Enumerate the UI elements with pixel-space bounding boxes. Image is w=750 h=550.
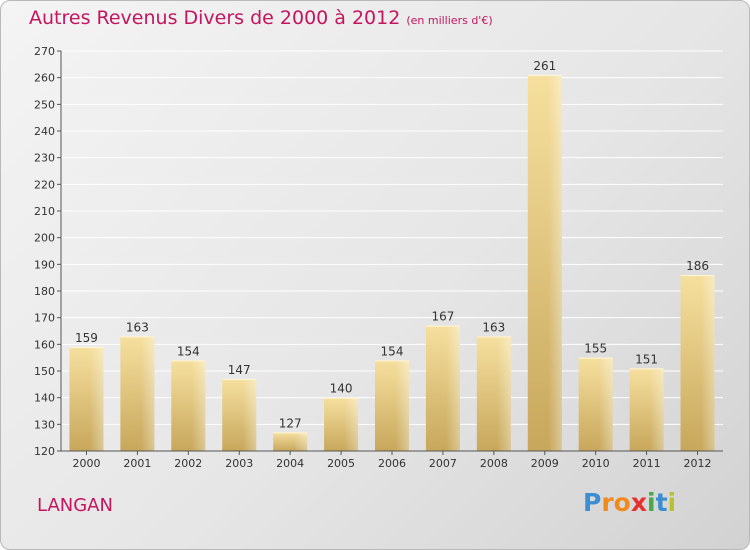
y-tick-label: 230	[34, 152, 55, 165]
bar-highlight	[273, 432, 308, 451]
bar-highlight	[324, 397, 359, 451]
y-tick-label: 130	[34, 418, 55, 431]
bar-highlight	[476, 336, 511, 451]
data-label: 127	[279, 416, 302, 430]
chart-title: Autres Revenus Divers de 2000 à 2012 (en …	[29, 7, 493, 29]
y-tick-label: 240	[34, 125, 55, 138]
bar-highlight	[629, 368, 664, 451]
data-label: 151	[635, 352, 658, 366]
y-tick-label: 220	[34, 178, 55, 191]
data-label: 155	[584, 342, 607, 356]
data-label: 140	[330, 382, 353, 396]
bar-highlight	[578, 357, 613, 451]
x-tick-label: 2005	[327, 457, 355, 470]
bar-highlight	[680, 275, 715, 451]
bar-highlight	[222, 379, 257, 451]
x-tick-label: 2001	[123, 457, 151, 470]
data-label: 261	[533, 59, 556, 73]
axis-layer: 120 130 140 150 160 170 180 190 200 210 220 230 240 2…	[34, 45, 723, 470]
data-label: 163	[126, 320, 149, 334]
y-tick-label: 210	[34, 205, 55, 218]
x-tick-label: 2002	[174, 457, 202, 470]
x-tick-label: 2000	[72, 457, 100, 470]
bar-highlight	[425, 325, 460, 451]
y-tick-label: 250	[34, 98, 55, 111]
bar-highlight	[375, 360, 409, 451]
y-tick-label: 140	[34, 392, 55, 405]
y-tick-label: 170	[34, 312, 55, 325]
y-tick-label: 200	[34, 232, 55, 245]
x-tick-label: 2003	[225, 457, 253, 470]
x-tick-label: 2004	[276, 457, 304, 470]
chart-subtitle: (en milliers d'€)	[406, 14, 493, 27]
y-tick-label: 180	[34, 285, 55, 298]
data-label: 147	[228, 363, 251, 377]
data-label: 186	[686, 259, 709, 273]
y-tick-label: 270	[34, 45, 55, 58]
bar-highlight	[527, 75, 562, 451]
x-tick-label: 2007	[429, 457, 457, 470]
data-label: 163	[482, 320, 505, 334]
commune-name: LANGAN	[37, 495, 113, 516]
x-tick-label: 2010	[582, 457, 610, 470]
proxiti-logo[interactable]: Proxiti	[583, 488, 677, 517]
x-tick-label: 2006	[378, 457, 406, 470]
y-tick-label: 260	[34, 72, 55, 85]
x-tick-label: 2009	[531, 457, 559, 470]
data-label: 154	[381, 344, 404, 358]
data-label: 159	[75, 331, 98, 345]
x-tick-label: 2011	[633, 457, 661, 470]
y-tick-label: 120	[34, 445, 55, 458]
y-tick-label: 190	[34, 258, 55, 271]
bar-highlight	[69, 347, 104, 451]
x-tick-label: 2008	[480, 457, 508, 470]
bars-layer: 159 163 154 147 127 140 154 167 163 261 155 151 186	[69, 59, 715, 451]
chart-title-text: Autres Revenus Divers de 2000 à 2012	[29, 7, 401, 29]
data-label: 154	[177, 344, 200, 358]
bar-highlight	[120, 336, 155, 451]
y-tick-label: 160	[34, 338, 55, 351]
x-tick-label: 2012	[684, 457, 712, 470]
y-tick-label: 150	[34, 365, 55, 378]
data-label: 167	[431, 310, 454, 324]
bar-highlight	[171, 360, 206, 451]
